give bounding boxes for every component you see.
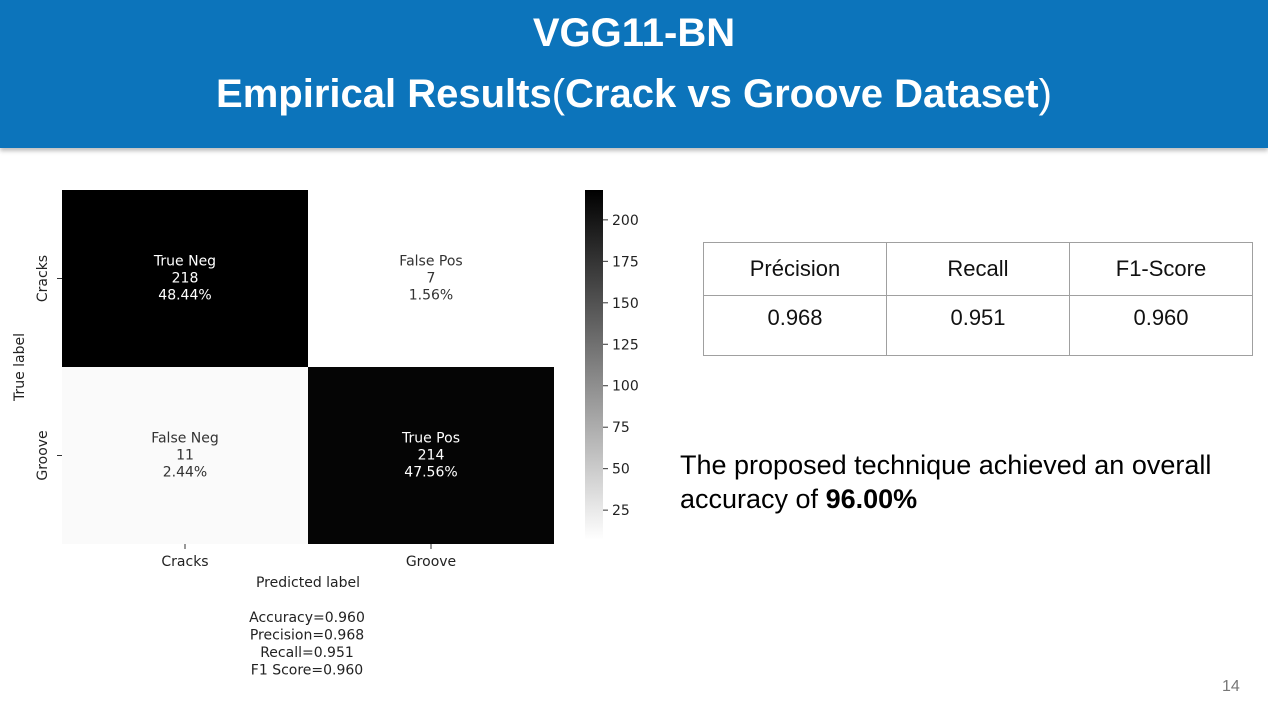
colorbar-tick-label-25: 25 [612,503,630,519]
chart-stats: Accuracy=0.960 Precision=0.968Recall=0.95… [249,610,365,679]
cell-true-pos-count: 214 [418,448,445,464]
metrics-header-row: Précision Recall F1-Score [703,242,1253,296]
subtitle-close-paren: ) [1038,72,1052,116]
metrics-value-precision: 0.968 [703,295,887,356]
cell-false-neg-percent: 2.44% [163,465,207,481]
subtitle-open-paren: ( [551,72,566,116]
colorbar-tick-label-50: 50 [612,462,630,478]
cell-true-pos-label: True Pos [401,431,460,447]
subtitle-dataset: Crack vs Groove Dataset [565,72,1039,116]
summary-sentence: The proposed technique achieved an overa… [680,450,1212,514]
cell-false-pos-label: False Pos [399,254,462,270]
cell-true-neg-label: True Neg [153,254,216,270]
cell-false-neg-count: 11 [176,448,194,464]
subtitle-main: Empirical Results [216,72,552,116]
colorbar: 25 50 75 100 125 150 175 200 [585,190,639,540]
cell-false-pos-count: 7 [427,271,436,287]
colorbar-tick-label-75: 75 [612,420,630,436]
cell-true-neg-count: 218 [172,271,199,287]
stat-line-0: Accuracy=0.960 [249,610,365,626]
cell-true-pos [308,367,554,544]
y-tick-label-groove: Groove [35,430,51,480]
colorbar-tick-label-125: 125 [612,337,639,353]
colorbar-gradient [585,190,603,540]
metrics-table: Précision Recall F1-Score 0.968 0.951 0.… [703,242,1253,356]
x-tick-label-groove: Groove [406,554,456,570]
stat-line-3: F1 Score=0.960 [251,663,363,679]
summary-accuracy: 96.00% [825,484,918,514]
colorbar-tick-label-200: 200 [612,213,639,229]
slide-title-model: VGG11-BN [532,11,736,55]
cell-false-neg-label: False Neg [151,431,219,447]
colorbar-tick-label-150: 150 [612,296,639,312]
x-axis-label: Predicted label [256,575,360,591]
cell-false-pos-percent: 1.56% [409,288,453,304]
metrics-header-precision: Précision [703,242,887,296]
page-number: 14 [1222,678,1240,695]
cell-true-neg [62,190,308,367]
heatmap-axes: Cracks Groove Predicted label Cracks Groove T… [12,255,456,591]
colorbar-tick-label-175: 175 [612,254,639,270]
metrics-value-recall: 0.951 [886,295,1070,356]
metrics-value-row: 0.968 0.951 0.960 [703,295,1253,356]
y-tick-label-cracks: Cracks [35,255,51,302]
metrics-header-recall: Recall [886,242,1070,296]
cell-true-pos-percent: 47.56% [404,465,457,481]
cell-false-neg [62,367,308,544]
cell-true-neg-percent: 48.44% [158,288,211,304]
x-tick-label-cracks: Cracks [161,554,208,570]
metrics-header-f1: F1-Score [1069,242,1253,296]
stat-line-2: Recall=0.951 [260,645,354,661]
slide-subtitle: Empirical Results(Crack vs Groove Datase… [0,70,1268,118]
stat-line-1: Precision=0.968 [250,628,364,644]
cell-false-pos [308,190,554,367]
metrics-value-f1: 0.960 [1069,295,1253,356]
colorbar-tick-label-100: 100 [612,379,639,395]
slide-header: VGG11-BN Empirical Results(Crack vs Groo… [0,0,1268,148]
y-axis-label: True label [12,333,28,402]
summary-text: The proposed technique achieved an overa… [680,448,1240,516]
